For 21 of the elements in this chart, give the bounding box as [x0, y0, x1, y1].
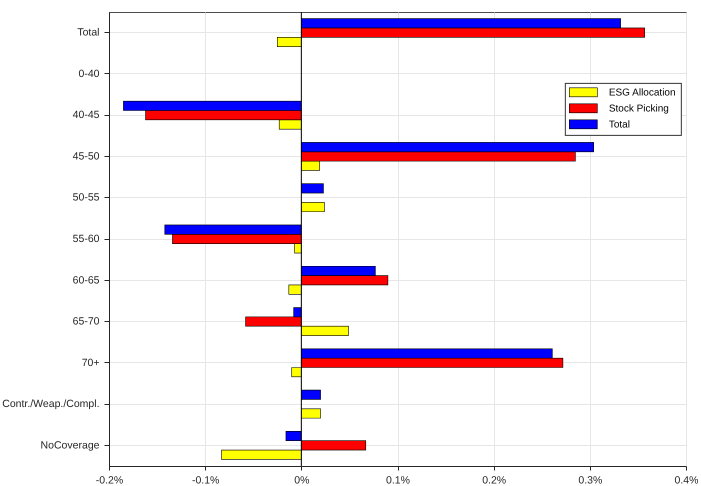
x-tick-label: 0.2%	[482, 474, 506, 486]
y-tick-label: Contr./Weap./Compl.	[2, 398, 100, 410]
x-tick-label: -0.2%	[96, 474, 124, 486]
legend-label: ESG Allocation	[608, 87, 676, 98]
x-tick-label: 0%	[294, 474, 310, 486]
y-tick-label: 70+	[82, 356, 100, 369]
y-tick-label: 60-65	[72, 274, 100, 286]
legend-label: Total	[608, 119, 630, 130]
x-tick-label: 0.3%	[578, 474, 602, 486]
y-tick-label: 45-50	[72, 150, 100, 162]
y-tick-label: Total	[77, 26, 100, 39]
y-tick-label: 40-45	[72, 109, 100, 122]
legend-label: Stock Picking	[608, 103, 669, 114]
x-tick-label: 0.1%	[386, 474, 410, 486]
y-tick-label: NoCoverage	[40, 439, 100, 452]
x-tick-label: -0.1%	[192, 474, 220, 486]
y-tick-label: 55-60	[72, 233, 100, 245]
y-tick-label: 0-40	[78, 68, 100, 80]
x-tick-label: 0.4%	[674, 474, 698, 486]
y-tick-label: 65-70	[72, 316, 100, 328]
y-tick-label: 50-55	[72, 192, 100, 204]
